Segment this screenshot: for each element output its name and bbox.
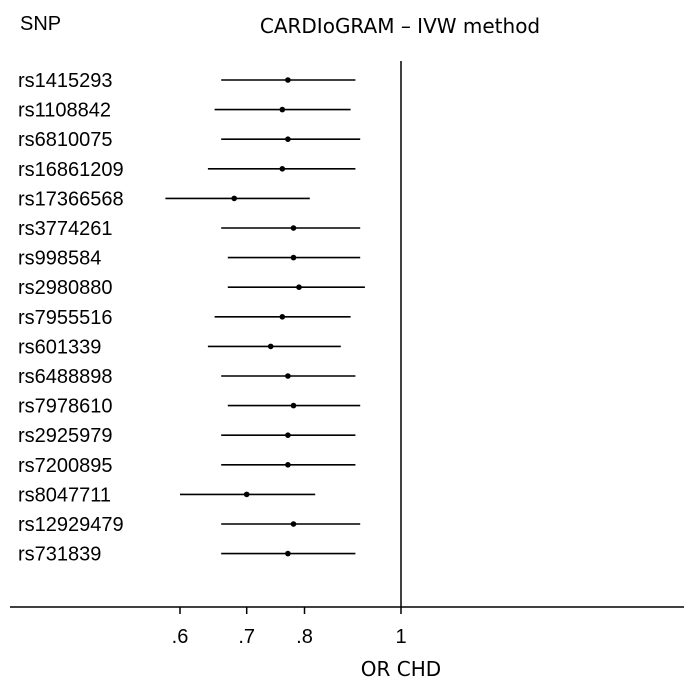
forest-row: rs601339	[18, 336, 341, 358]
snp-label: rs16861209	[18, 159, 124, 181]
forest-row: rs17366568	[18, 188, 310, 210]
snp-label: rs731839	[18, 544, 101, 566]
snp-label: rs7978610	[18, 396, 113, 418]
point-estimate	[279, 166, 286, 172]
forest-row: rs998584	[18, 248, 361, 270]
point-estimate	[285, 550, 291, 557]
point-estimate	[267, 343, 274, 350]
point-estimate	[296, 284, 302, 291]
forest-row: rs2925979	[18, 425, 356, 447]
snp-label: rs601339	[18, 336, 101, 358]
point-estimate	[231, 195, 237, 202]
point-estimate	[279, 106, 286, 113]
point-estimate	[285, 432, 291, 439]
column-header-snp: SNP	[20, 13, 61, 35]
snp-label: rs17366568	[18, 188, 124, 210]
x-axis-label: OR CHD	[361, 657, 441, 681]
forest-row: rs3774261	[18, 218, 361, 240]
point-estimate	[285, 462, 291, 468]
forest-row: rs6810075	[18, 129, 361, 151]
forest-row: rs16861209	[18, 159, 356, 181]
point-estimate	[290, 402, 297, 409]
forest-row: rs1415293	[18, 70, 356, 92]
x-tick-label: .7	[238, 626, 255, 648]
point-estimate	[243, 491, 250, 498]
point-estimate	[279, 314, 286, 320]
x-tick-label: .8	[296, 626, 313, 648]
forest-row: rs7955516	[18, 307, 351, 329]
point-estimate	[290, 254, 297, 261]
x-tick-label: 1	[395, 626, 406, 648]
snp-label: rs1108842	[18, 100, 111, 122]
forest-row: rs12929479	[18, 514, 361, 536]
point-estimate	[290, 521, 297, 527]
forest-row: rs2980880	[18, 277, 365, 299]
forest-row: rs731839	[18, 544, 356, 566]
point-estimate	[285, 77, 291, 83]
chart-title: CARDIoGRAM – IVW method	[260, 14, 540, 38]
forest-row: rs8047711	[18, 484, 316, 506]
forest-row: rs1108842	[18, 100, 351, 122]
snp-label: rs998584	[18, 248, 101, 270]
snp-label: rs7200895	[18, 455, 113, 477]
forest-row: rs6488898	[18, 366, 356, 388]
point-estimate	[285, 136, 291, 142]
x-axis-ticks: .6 .7 .8 1	[172, 607, 407, 648]
forest-row: rs7200895	[18, 455, 356, 477]
x-tick-label: .6	[172, 626, 189, 648]
snp-label: rs2980880	[18, 277, 113, 299]
snp-label: rs6488898	[18, 366, 113, 388]
snp-label: rs3774261	[18, 218, 113, 240]
snp-label: rs12929479	[18, 514, 124, 536]
snp-label: rs7955516	[18, 307, 113, 329]
snp-label: rs1415293	[18, 70, 113, 92]
point-estimate	[290, 225, 297, 231]
forest-row: rs7978610	[18, 396, 361, 418]
forest-rows: rs1415293 rs1108842 rs6810075 rs16861209 rs1…	[18, 70, 365, 566]
snp-label: rs2925979	[18, 425, 113, 447]
snp-label: rs8047711	[18, 484, 111, 506]
point-estimate	[285, 373, 291, 379]
snp-label: rs6810075	[18, 129, 113, 151]
